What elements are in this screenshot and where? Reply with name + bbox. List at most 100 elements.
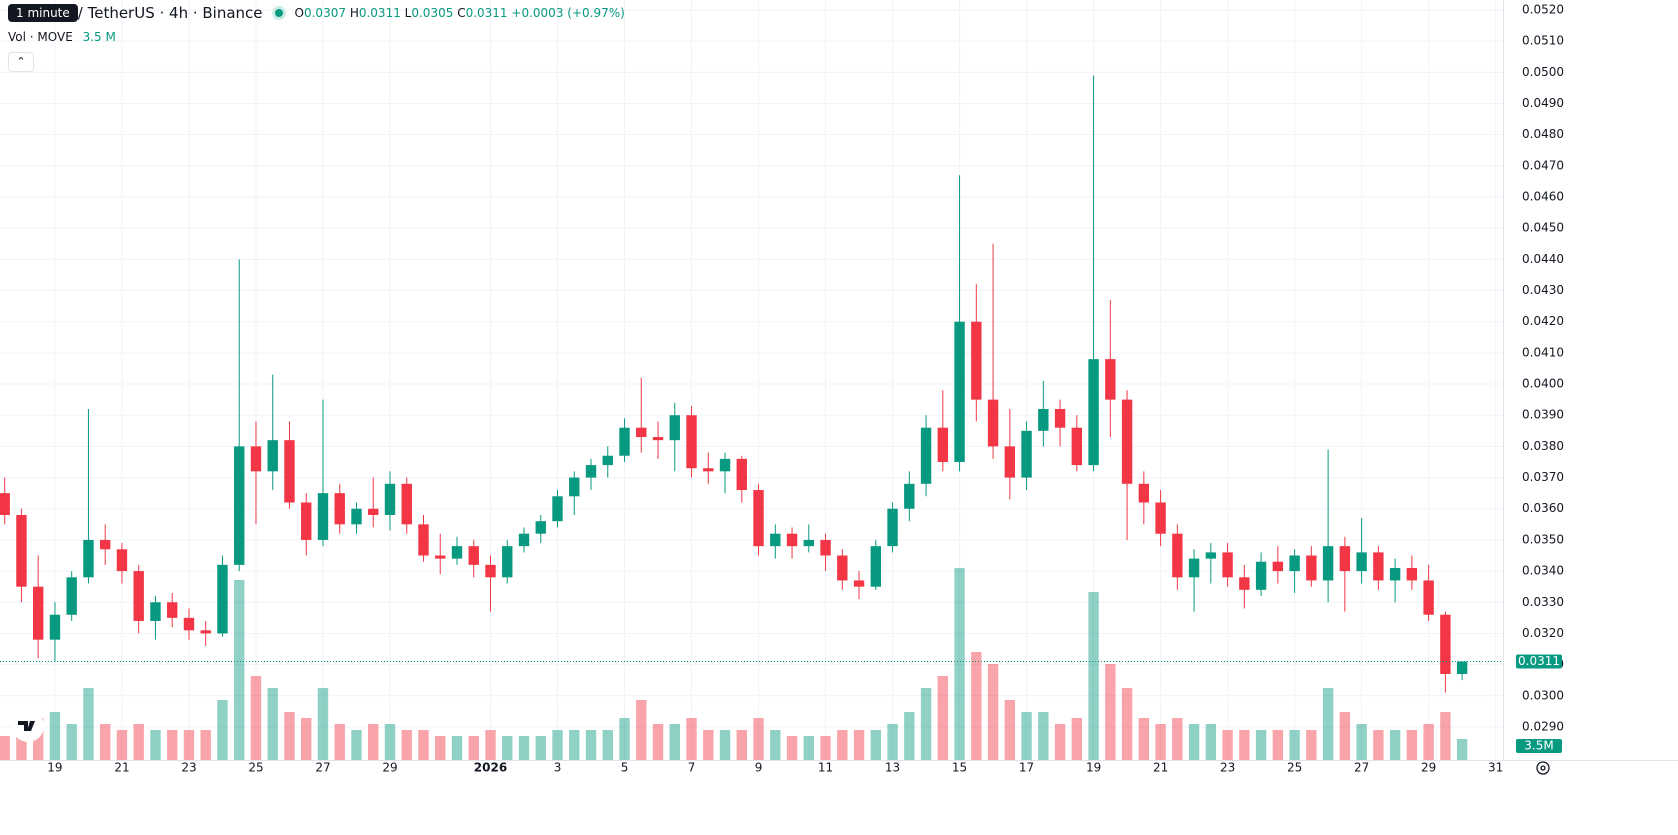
candle-body [585,465,597,478]
grid [0,0,1503,760]
candle-body [150,602,161,621]
candle-body [904,483,915,509]
ohlc-value: 0.0311 [465,6,508,20]
candle-body [16,514,27,587]
volume-bar [351,730,362,760]
y-tick-label: 0.0340 [1522,564,1564,578]
settings-icon[interactable] [1536,761,1550,775]
volume-bar [1255,730,1267,760]
gear-core [1540,765,1546,771]
volume-bar [368,724,379,760]
volume-bar [234,580,245,760]
symbol-row: 1 minute / TetherUS · 4h · Binance O0.03… [8,4,625,22]
candle-body [317,493,329,540]
candle-body [1222,552,1233,578]
candle-body [1389,567,1401,581]
candle-body [301,502,312,540]
candle-body [183,617,195,631]
volume-bar [904,712,915,760]
candle-body [451,546,463,559]
volume-bar [602,730,613,760]
volume-bar [183,730,195,760]
volume-bar [1440,712,1451,760]
volume-pane [0,568,1468,760]
y-tick-label: 0.0370 [1522,470,1564,484]
candle-body [1373,552,1384,581]
candle-body [1456,661,1468,674]
ohlc-value: 0.0311 [358,6,401,20]
candle-body [1322,546,1334,581]
candle-body [33,586,44,640]
collapse-button[interactable]: ⌃ [8,52,34,72]
candle-body [837,555,848,581]
volume-bar [485,730,496,760]
candle-body [1021,430,1032,478]
candle-body [100,539,111,550]
symbol-title[interactable]: / TetherUS · 4h · Binance [77,4,263,22]
candle-body [133,571,144,621]
volume-bar [1456,739,1468,760]
volume-bar [1054,724,1066,760]
volume-bar [1105,664,1116,760]
volume-bar [250,676,262,760]
volume-bar [384,724,396,760]
candle-body [552,496,563,522]
y-tick-label: 0.0480 [1522,127,1564,141]
candle-body [535,521,546,534]
y-tick-label: 0.0500 [1522,65,1564,79]
candle-body [870,546,881,587]
x-tick-label: 29 [382,761,397,775]
candle-body [1205,552,1217,559]
x-tick-label: 23 [1220,761,1235,775]
candle-body [1440,614,1451,674]
y-tick-label: 0.0510 [1522,34,1564,48]
tv-logo[interactable] [12,710,44,742]
volume-bar [1205,724,1217,760]
volume-bar [33,718,44,760]
candle-body [267,440,278,472]
candle-body [234,446,245,565]
ohlc-label: L [404,6,412,20]
candle-body [368,508,379,515]
volume-bar [116,730,128,760]
volume-bar [217,700,228,760]
y-tick-label: 0.0520 [1522,2,1564,16]
volume-bar [585,730,597,760]
volume-bar [1188,724,1200,760]
y-tick-label: 0.0470 [1522,158,1564,172]
volume-bar [753,718,764,760]
volume-bar [636,700,647,760]
candle-body [116,549,128,572]
candle-body [887,508,898,547]
candle-body [1138,483,1150,503]
x-tick-label: 29 [1421,761,1436,775]
candle-body [652,437,664,441]
candle-body [1054,408,1066,428]
last-price-tag: 0.0311 [1518,654,1560,668]
volume-bar [1121,688,1133,760]
candle-body [284,440,295,503]
volume-bar [1172,718,1183,760]
candle-body [770,533,781,547]
volume-bar [1222,730,1233,760]
volume-bar [1272,730,1284,760]
volume-bar [1306,730,1317,760]
y-tick-label: 0.0330 [1522,595,1564,609]
ohlc-label: H [349,6,359,20]
candle-body [384,483,396,515]
ohlc-label: C [457,6,466,20]
y-tick-label: 0.0360 [1522,501,1564,515]
x-tick-label: 25 [248,761,263,775]
volume-bar [1423,724,1434,760]
candle-body [954,321,965,462]
status-dot [274,9,283,17]
candle-body [1255,561,1267,590]
candle-body [1188,558,1200,578]
candle-body [435,555,446,559]
volume-bar [1038,712,1049,760]
volume-bar [770,730,781,760]
volume-tag: 3.5M [1524,739,1553,753]
last-price-tag-bg [1516,654,1562,669]
volume-bar [535,736,546,760]
candle-body [703,468,714,472]
